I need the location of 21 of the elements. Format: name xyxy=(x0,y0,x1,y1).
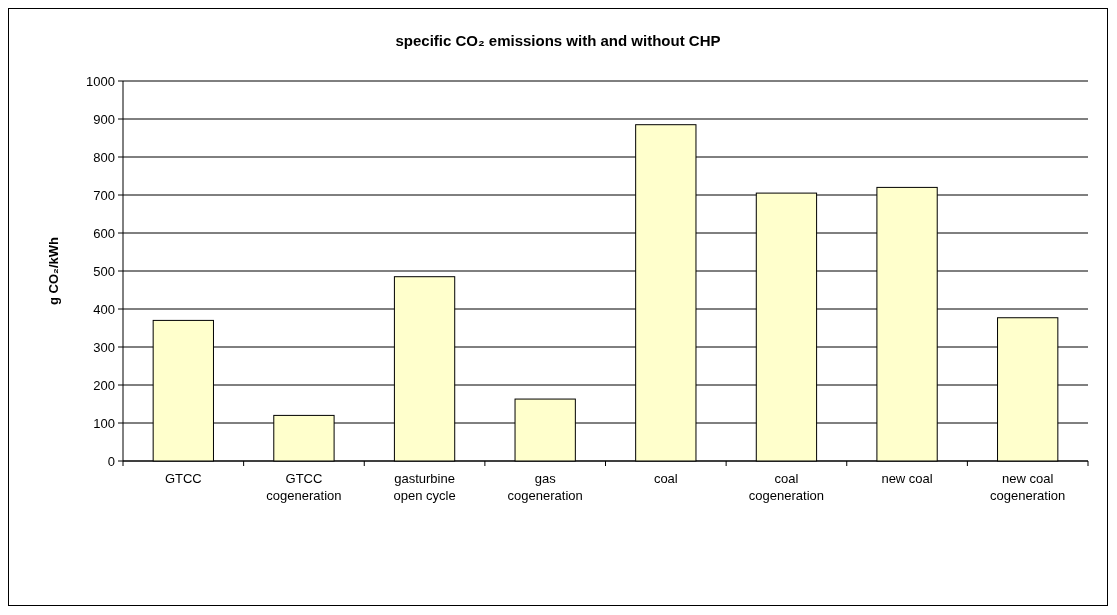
y-tick-label: 100 xyxy=(93,415,115,431)
x-tick-label: gasturbine open cycle xyxy=(393,471,456,503)
chart-title: specific CO₂ emissions with and without CHP xyxy=(395,32,721,49)
y-tick-label: 800 xyxy=(93,149,115,165)
y-tick-label: 600 xyxy=(93,225,115,241)
x-tick-label: GTCC xyxy=(164,471,202,486)
y-tick-label: 1000 xyxy=(86,73,115,89)
x-tick-label: new coal xyxy=(881,471,933,486)
x-tick-label: GTCC cogeneration xyxy=(266,471,342,503)
y-axis-title: g CO₂/kWh xyxy=(46,237,61,305)
x-tick-label: gas cogeneration xyxy=(507,471,583,503)
x-tick-label: new coal cogeneration xyxy=(990,471,1066,503)
y-tick-label: 700 xyxy=(93,187,115,203)
y-tick-label: 300 xyxy=(93,339,115,355)
x-tick-label: coal xyxy=(653,471,678,486)
y-tick-label: 400 xyxy=(93,301,115,317)
y-tick-label: 0 xyxy=(107,453,115,469)
x-tick-label: coal cogeneration xyxy=(748,471,825,503)
y-tick-label: 200 xyxy=(93,377,115,393)
y-tick-label: 900 xyxy=(93,111,115,127)
y-tick-label: 500 xyxy=(93,263,115,279)
